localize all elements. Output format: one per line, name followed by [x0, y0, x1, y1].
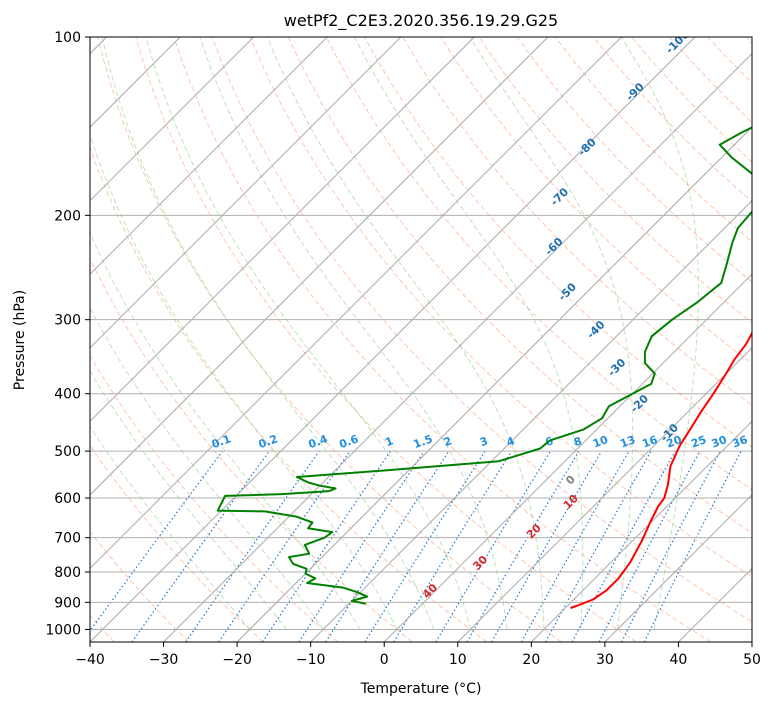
mixing-ratio-label: 1.5 — [412, 432, 435, 451]
isotherm-line — [90, 37, 549, 496]
y-tick-label: 500 — [54, 444, 81, 460]
mixing-ratio-line-4 — [261, 450, 391, 642]
mixing-ratio-label: 13 — [618, 433, 637, 450]
dewpoint-profile — [216, 126, 752, 605]
isotherm-line — [90, 37, 622, 570]
dry-adiabat-24 — [516, 37, 752, 283]
isotherm-line — [457, 347, 752, 642]
background-lines — [90, 37, 752, 642]
moist-adiabat-2 — [90, 307, 324, 630]
mixing-ratio-label: 8 — [572, 434, 584, 449]
mixing-ratio-label: 16 — [640, 433, 659, 451]
mixing-ratio-label: 3 — [478, 434, 490, 449]
mixing-ratio-line-2 — [185, 450, 320, 642]
mixing-ratio-label: 0.1 — [210, 432, 233, 451]
isotherm-line — [163, 52, 752, 642]
isotherm-line — [604, 494, 752, 642]
y-tick-label: 600 — [54, 491, 81, 507]
mixing-ratio-line-13 — [545, 450, 652, 642]
isotherm-line — [90, 37, 255, 202]
mixing-ratio-label: 2 — [442, 434, 454, 449]
x-axis-label: Temperature (°C) — [360, 681, 482, 697]
y-tick-label: 900 — [54, 595, 81, 611]
mixing-ratio-line-3 — [218, 450, 351, 642]
mixing-ratio-label: 36 — [730, 433, 749, 451]
isotherm-line — [90, 37, 696, 642]
y-tick-label: 700 — [54, 531, 81, 547]
mixing-ratio-line-12 — [520, 450, 630, 642]
x-tick-label: 50 — [743, 652, 761, 668]
mixing-ratio-line-0 — [90, 450, 223, 632]
mixing-ratio-label: 4 — [505, 434, 517, 449]
dry-adiabat-12 — [90, 146, 488, 642]
mixing-ratio-line-8 — [393, 450, 513, 642]
isotherm-line — [236, 126, 752, 642]
x-tick-label: 40 — [670, 652, 688, 668]
plot-background — [90, 37, 752, 642]
x-tick-label: 30 — [596, 652, 614, 668]
dry-adiabat-13 — [97, 37, 562, 642]
x-tick-label: 0 — [380, 652, 389, 668]
x-tick-label: 20 — [522, 652, 540, 668]
isotherm-line — [310, 199, 752, 642]
y-tick-label: 100 — [54, 30, 81, 46]
mixing-ratio-line-14 — [571, 450, 676, 642]
dry-adiabat-9 — [90, 444, 264, 642]
x-tick-label: −40 — [75, 652, 105, 668]
chart-title: wetPf2_C2E3.2020.356.19.29.G25 — [284, 11, 558, 31]
mixing-ratio-label: 0.6 — [337, 432, 360, 451]
y-axis-label: Pressure (hPa) — [12, 290, 28, 390]
moist-adiabat-3 — [90, 231, 361, 630]
x-tick-label: −20 — [222, 652, 252, 668]
y-axis: 100 200 300 400 500 600 700 800 900 1000 — [45, 30, 90, 638]
plot-frame — [89, 36, 753, 643]
dry-adiabat-19 — [325, 37, 752, 491]
moist-adiabat-11 — [620, 37, 699, 630]
y-tick-label: 400 — [54, 387, 81, 403]
moist-adiabat-9 — [354, 37, 584, 630]
mixing-ratio-label: 0.2 — [257, 432, 280, 451]
moist-adiabat-8 — [266, 37, 545, 630]
dry-adiabat-14 — [135, 37, 637, 642]
dry-adiabat-23 — [478, 37, 752, 324]
temperature-profile — [570, 331, 752, 609]
mixing-ratio-label: 0.4 — [307, 432, 330, 451]
dry-adiabat-8 — [90, 530, 189, 642]
dry-adiabat-16 — [211, 37, 752, 623]
mixing-ratio-label: 25 — [689, 433, 708, 450]
sounding-profiles — [216, 126, 752, 609]
dry-adiabat-21 — [402, 37, 752, 406]
mixing-ratio-label: 1 — [384, 434, 396, 449]
isotherm-line — [383, 273, 752, 642]
isotherm-line — [90, 37, 328, 275]
dry-adiabat-17 — [249, 37, 752, 578]
isotherm-line — [90, 37, 402, 349]
x-axis: −40 −30 −20 −10 0 10 20 30 40 50 — [75, 642, 761, 668]
isotherm-line — [90, 37, 475, 423]
x-tick-label: −30 — [149, 652, 179, 668]
dry-adiabat-10 — [90, 354, 339, 642]
mixing-ratio-line-6 — [325, 450, 450, 642]
mixing-ratio-label: 30 — [710, 433, 729, 451]
moist-adiabat-5 — [101, 37, 435, 630]
mixing-ratio-line-17 — [643, 450, 742, 642]
moist-adiabat-7 — [199, 37, 508, 630]
moist-adiabat-10 — [469, 37, 634, 630]
y-tick-label: 200 — [54, 208, 81, 224]
mixing-ratio-line-1 — [131, 450, 270, 642]
y-tick-label: 300 — [54, 313, 81, 329]
y-tick-label: 800 — [54, 565, 81, 581]
x-tick-label: −10 — [296, 652, 326, 668]
mixing-ratio-line-5 — [298, 450, 425, 642]
moist-adiabat-4 — [90, 133, 398, 630]
y-tick-label: 1000 — [45, 622, 81, 638]
x-tick-label: 10 — [449, 652, 467, 668]
isotherm-line — [530, 420, 752, 642]
mixing-ratio-label: 10 — [591, 433, 610, 451]
